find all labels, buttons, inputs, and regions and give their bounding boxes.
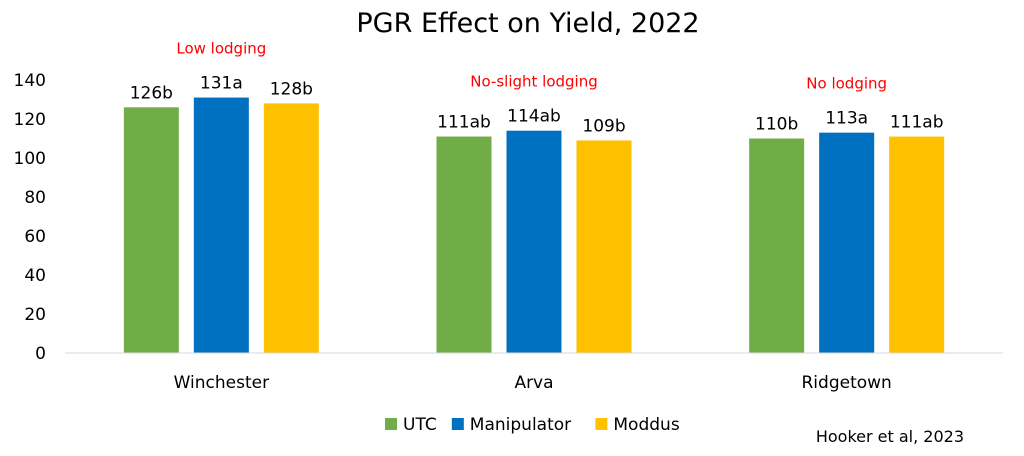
data-label: 128b [270, 79, 313, 99]
y-tick-label: 60 [24, 227, 46, 247]
bar-utc-winchester [123, 107, 179, 353]
bar-moddus-arva [576, 140, 632, 353]
bar-utc-ridgetown [749, 138, 805, 353]
data-label: 126b [130, 83, 173, 103]
data-label: 109b [582, 116, 625, 136]
x-axis-categories: Winchester Arva Ridgetown [174, 373, 892, 393]
annotations: Low lodging No-slight lodging No lodging [176, 40, 887, 93]
bar-manipulator-ridgetown [819, 132, 875, 353]
legend-swatch-moddus [595, 418, 608, 430]
x-category-label: Winchester [174, 373, 269, 393]
bar-manipulator-winchester [193, 97, 249, 353]
bar-manipulator-arva [506, 130, 562, 353]
x-category-label: Ridgetown [802, 373, 892, 393]
legend-label: UTC [403, 415, 437, 435]
y-tick-label: 140 [14, 71, 46, 91]
y-tick-label: 80 [24, 188, 46, 208]
data-label: 111ab [437, 113, 491, 133]
data-label: 131a [200, 74, 243, 94]
y-tick-label: 0 [35, 344, 46, 364]
y-tick-label: 120 [14, 110, 46, 130]
data-labels: 126b 131a 128b 111ab 114ab 109b 110b 113a 111ab [130, 74, 944, 137]
legend-swatch-utc [385, 418, 397, 430]
data-label: 111ab [890, 113, 944, 133]
source-citation: Hooker et al, 2023 [816, 427, 964, 446]
legend-swatch-manipulator [451, 418, 464, 430]
legend-label: Manipulator [470, 415, 571, 435]
data-label: 114ab [507, 107, 561, 127]
y-tick-label: 20 [24, 305, 46, 325]
data-label: 110b [755, 115, 798, 135]
bar-utc-arva [436, 136, 492, 353]
y-tick-label: 40 [24, 266, 46, 286]
lodging-annotation: No lodging [806, 75, 887, 93]
legend-label: Moddus [613, 415, 679, 435]
y-axis: 0 20 40 60 80 100 120 140 [14, 71, 46, 364]
legend: UTC Manipulator Moddus [385, 415, 680, 435]
lodging-annotation: No-slight lodging [470, 73, 598, 91]
y-tick-label: 100 [14, 149, 46, 169]
bars [123, 97, 945, 354]
lodging-annotation: Low lodging [176, 40, 266, 58]
x-category-label: Arva [514, 373, 553, 393]
chart-title: PGR Effect on Yield, 2022 [356, 8, 699, 39]
data-label: 113a [825, 109, 868, 129]
bar-moddus-winchester [263, 103, 319, 354]
bar-moddus-ridgetown [889, 136, 945, 353]
